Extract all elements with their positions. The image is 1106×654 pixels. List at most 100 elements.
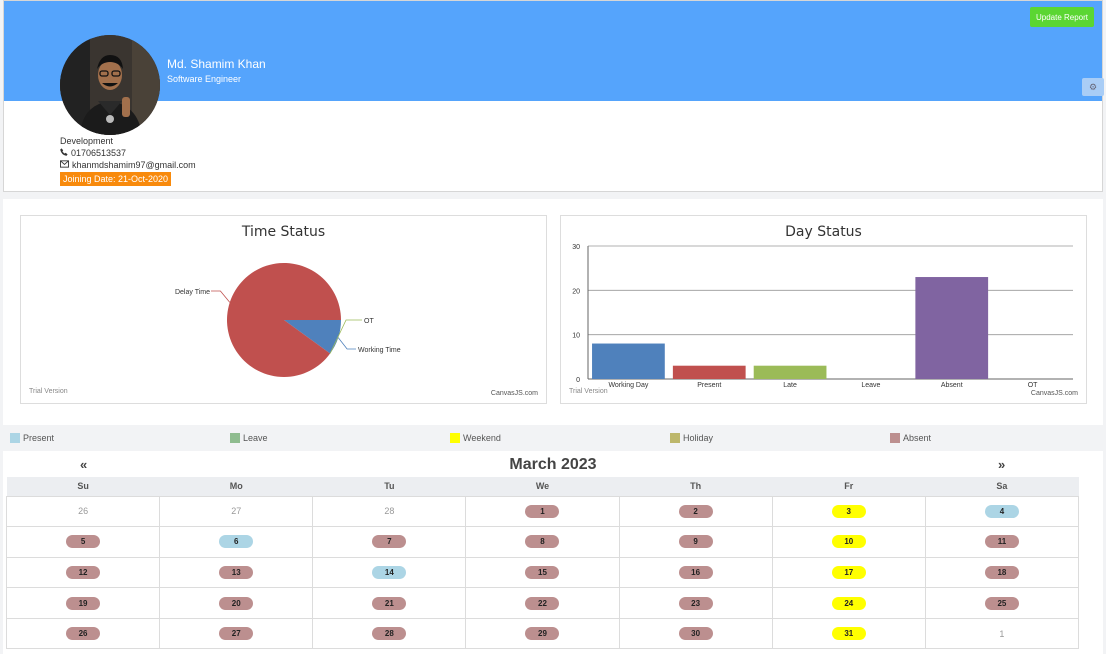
phone-icon bbox=[60, 148, 68, 158]
calendar-day-cell[interactable]: 7 bbox=[312, 526, 467, 558]
calendar-day-present: 4 bbox=[984, 504, 1019, 518]
pie-leader-line bbox=[329, 319, 362, 354]
calendar-day-cell[interactable]: 27 bbox=[159, 617, 314, 650]
day-status-title: Day Status bbox=[785, 224, 862, 240]
calendar-day-other-month: 26 bbox=[78, 506, 89, 517]
pie-leader-line bbox=[337, 337, 356, 350]
calendar-day-absent: 2 bbox=[678, 504, 713, 518]
weekday-header-row: Su Mo Tu We Th Fr Sa bbox=[6, 477, 1079, 496]
email-address: khanmdshamim97@gmail.com bbox=[72, 160, 196, 170]
calendar-day-cell[interactable]: 28 bbox=[312, 495, 467, 528]
calendar-day-cell[interactable]: 4 bbox=[924, 495, 1080, 528]
calendar-day-cell[interactable]: 29 bbox=[465, 617, 620, 650]
bar-present[interactable] bbox=[672, 365, 746, 379]
weekday-header: Fr bbox=[772, 477, 926, 496]
calendar-day-absent: 20 bbox=[219, 596, 254, 610]
calendar-day-cell[interactable]: 28 bbox=[312, 617, 467, 650]
y-tick-label: 30 bbox=[572, 244, 580, 251]
weekday-header: Sa bbox=[925, 477, 1079, 496]
calendar-day-cell[interactable]: 9 bbox=[618, 526, 773, 558]
legend-swatch bbox=[890, 433, 900, 443]
calendar-day-cell[interactable]: 26 bbox=[5, 495, 161, 528]
y-tick-label: 0 bbox=[576, 377, 580, 384]
calendar-day-cell[interactable]: 8 bbox=[465, 526, 620, 558]
calendar-day-cell[interactable]: 16 bbox=[618, 556, 773, 589]
calendar-day-absent: 15 bbox=[525, 565, 560, 579]
profile-phone: 01706513537 bbox=[60, 148, 126, 158]
calendar-day-cell[interactable]: 12 bbox=[5, 556, 161, 589]
bar-late[interactable] bbox=[753, 365, 827, 379]
calendar-day-weekend: 24 bbox=[831, 596, 866, 610]
prev-month-button[interactable]: « bbox=[80, 457, 88, 472]
bar-chart: 0 10 20 30 Working Day Present Late Leave Absent… bbox=[572, 244, 1073, 389]
calendar-day-cell[interactable]: 31 bbox=[771, 617, 926, 650]
calendar-day-absent: 8 bbox=[525, 535, 560, 549]
attendance-calendar: « March 2023 » Su Mo Tu We Th Fr Sa 26 27 28 1 2 3 4… bbox=[3, 451, 1103, 654]
bar-working-day[interactable] bbox=[592, 343, 665, 379]
calendar-day-absent: 9 bbox=[678, 535, 713, 549]
legend-label: Holiday bbox=[683, 433, 714, 443]
calendar-day-cell[interactable]: 30 bbox=[618, 617, 773, 650]
time-status-title: Time Status bbox=[241, 224, 326, 240]
legend-label: Present bbox=[23, 433, 55, 443]
next-month-button[interactable]: » bbox=[998, 457, 1006, 472]
calendar-day-cell[interactable]: 5 bbox=[5, 526, 161, 558]
calendar-week-row: 5 6 7 8 9 10 11 bbox=[5, 526, 1080, 558]
legend-swatch bbox=[670, 433, 680, 443]
legend-label: Weekend bbox=[463, 433, 501, 443]
calendar-day-absent: 5 bbox=[66, 535, 101, 549]
y-tick-label: 20 bbox=[572, 288, 580, 295]
calendar-day-cell[interactable]: 15 bbox=[465, 556, 620, 589]
calendar-day-absent: 29 bbox=[525, 627, 560, 641]
calendar-day-cell[interactable]: 10 bbox=[771, 526, 926, 558]
calendar-day-other-month: 28 bbox=[384, 506, 395, 517]
profile-card: Update Report ⚙ Md. Shamim Khan Software… bbox=[3, 0, 1104, 192]
pie-label: Working Time bbox=[358, 347, 401, 354]
calendar-day-cell[interactable]: 6 bbox=[159, 526, 314, 558]
calendar-day-absent: 25 bbox=[984, 596, 1019, 610]
calendar-day-absent: 16 bbox=[678, 565, 713, 579]
calendar-day-cell[interactable]: 2 bbox=[618, 495, 773, 528]
canvasjs-credit[interactable]: CanvasJS.com bbox=[490, 390, 538, 397]
calendar-day-absent: 22 bbox=[525, 596, 560, 610]
calendar-day-cell[interactable]: 18 bbox=[924, 556, 1080, 589]
bar-absent[interactable] bbox=[915, 277, 989, 379]
calendar-week-row: 26 27 28 1 2 3 4 bbox=[5, 495, 1080, 528]
calendar-day-cell[interactable]: 24 bbox=[771, 587, 926, 619]
calendar-day-absent: 27 bbox=[219, 627, 254, 641]
calendar-day-cell[interactable]: 17 bbox=[771, 556, 926, 589]
time-status-chart: Time Status Working Time OT Delay Time Tri… bbox=[20, 215, 547, 404]
profile-role: Software Engineer bbox=[167, 74, 242, 84]
calendar-day-cell[interactable]: 1 bbox=[465, 495, 620, 528]
weekday-header: Su bbox=[6, 477, 160, 496]
avatar bbox=[60, 35, 160, 135]
calendar-day-cell[interactable]: 26 bbox=[5, 617, 161, 650]
calendar-day-cell[interactable]: 22 bbox=[465, 587, 620, 619]
update-report-button[interactable]: Update Report bbox=[1030, 7, 1094, 27]
calendar-day-cell[interactable]: 23 bbox=[618, 587, 773, 619]
calendar-day-cell[interactable]: 19 bbox=[5, 587, 161, 619]
calendar-day-absent: 1 bbox=[525, 504, 560, 518]
calendar-day-cell[interactable]: 25 bbox=[924, 587, 1080, 619]
pie-leader-line bbox=[211, 290, 231, 303]
calendar-day-cell[interactable]: 11 bbox=[924, 526, 1080, 558]
calendar-day-cell[interactable]: 13 bbox=[159, 556, 314, 589]
calendar-day-cell[interactable]: 14 bbox=[312, 556, 467, 589]
calendar-day-cell[interactable]: 20 bbox=[159, 587, 314, 619]
gear-icon[interactable]: ⚙ bbox=[1082, 78, 1104, 96]
calendar-day-cell[interactable]: 1 bbox=[924, 617, 1080, 650]
calendar-day-absent: 30 bbox=[678, 627, 713, 641]
calendar-day-absent: 18 bbox=[984, 565, 1019, 579]
x-tick-label: Leave bbox=[861, 382, 880, 389]
calendar-day-cell[interactable]: 21 bbox=[312, 587, 467, 619]
y-tick-label: 10 bbox=[572, 333, 580, 340]
pie-slice-working-time[interactable] bbox=[284, 320, 341, 354]
pie-slice-delay-time[interactable] bbox=[227, 263, 341, 377]
calendar-day-cell[interactable]: 27 bbox=[159, 495, 314, 528]
attendance-legend: Present Leave Weekend Holiday Absent bbox=[3, 427, 1103, 449]
calendar-day-absent: 11 bbox=[984, 535, 1019, 549]
calendar-day-weekend: 31 bbox=[831, 627, 866, 641]
calendar-day-cell[interactable]: 3 bbox=[771, 495, 926, 528]
canvasjs-credit[interactable]: CanvasJS.com bbox=[1030, 390, 1078, 397]
x-tick-label: OT bbox=[1028, 382, 1038, 389]
